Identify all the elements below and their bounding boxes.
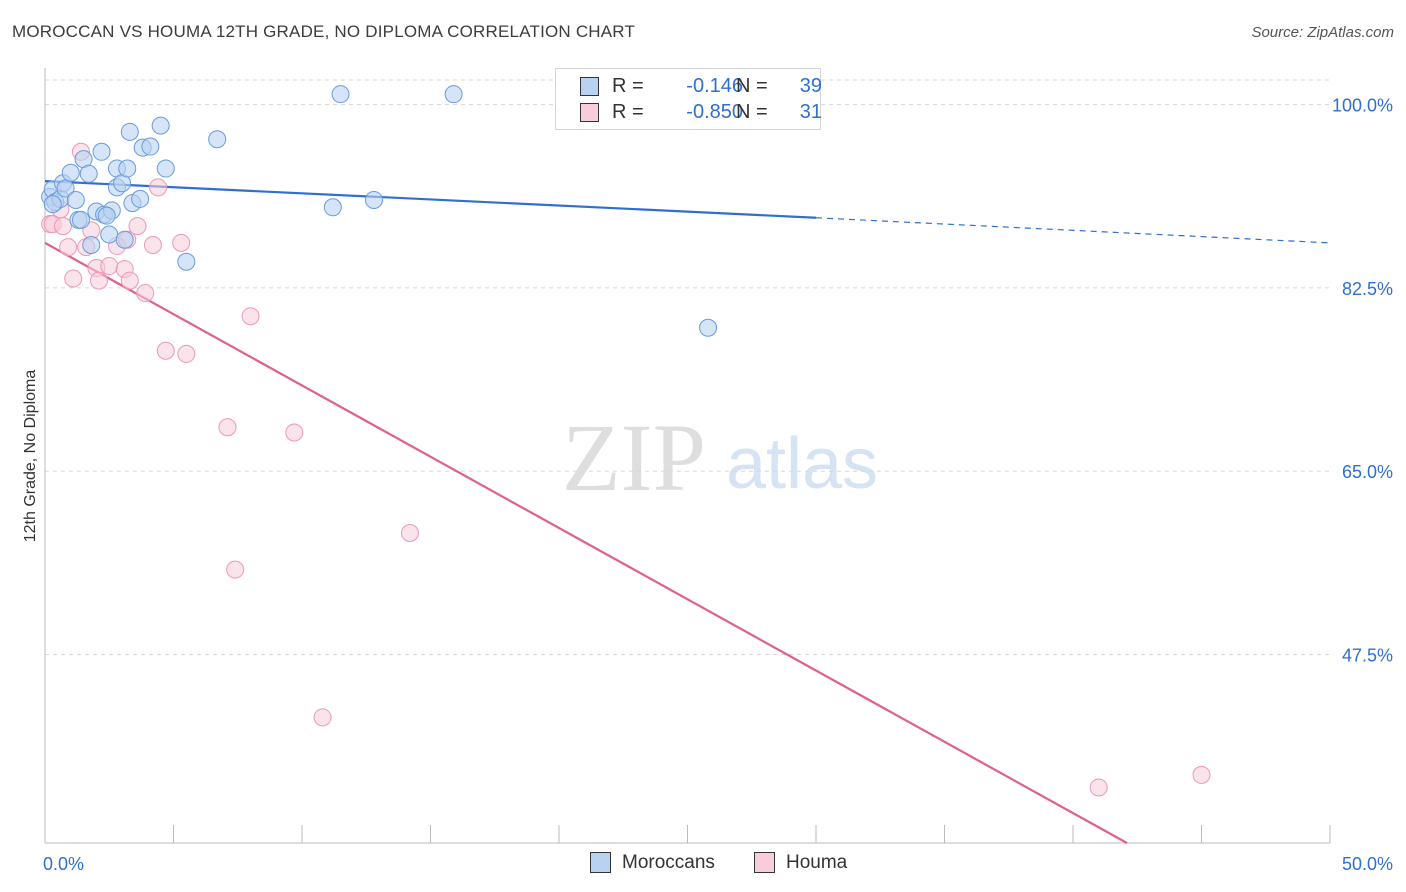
houma-trend-line — [44, 241, 1128, 844]
houma-point — [1192, 765, 1211, 784]
houma-legend-label: Houma — [786, 852, 848, 873]
chart-source: Source: ZipAtlas.com — [1251, 24, 1394, 41]
legend-n-label: N = — [736, 101, 768, 123]
moroccans-swatch — [580, 77, 599, 96]
watermark-atlas: atlas — [726, 424, 878, 504]
houma-point — [53, 217, 72, 236]
moroccans-point — [97, 206, 116, 225]
moroccans-legend-swatch — [590, 852, 611, 873]
legend-r-label: R = — [612, 75, 644, 97]
houma-point — [89, 271, 108, 290]
moroccans-point — [131, 189, 150, 208]
houma-point — [143, 235, 162, 254]
y-tick-label: 100.0% — [1332, 96, 1393, 116]
moroccans-trend-line — [44, 180, 817, 219]
moroccans-point — [92, 142, 111, 161]
moroccans-point — [100, 225, 119, 244]
x-tick-label: 0.0% — [43, 854, 84, 874]
moroccans-point — [331, 85, 350, 104]
houma-point — [128, 217, 147, 236]
moroccans-point — [323, 198, 342, 217]
houma-r-value: -0.850 — [686, 101, 743, 123]
legend-n-label: N = — [736, 75, 768, 97]
houma-point — [241, 307, 260, 326]
houma-swatch — [580, 103, 599, 122]
correlation-legend: R = -0.146 N = 39 R = -0.850 N = 31 — [555, 68, 822, 130]
houma-point — [156, 341, 175, 360]
moroccans-point — [118, 159, 137, 178]
moroccans-point — [151, 116, 170, 135]
y-axis-label: 12th Grade, No Diploma — [22, 369, 39, 543]
houma-point — [136, 284, 155, 303]
moroccans-point — [82, 235, 101, 254]
houma-n-value: 31 — [799, 101, 822, 123]
houma-point — [59, 238, 78, 257]
houma-point — [226, 560, 245, 579]
houma-point — [313, 708, 332, 727]
chart-title: MOROCCAN VS HOUMA 12TH GRADE, NO DIPLOMA… — [12, 22, 636, 41]
houma-point — [120, 271, 139, 290]
moroccans-legend-label: Moroccans — [622, 852, 715, 873]
y-tick-label: 82.5% — [1342, 279, 1393, 299]
houma-point — [64, 269, 83, 288]
houma-point — [172, 233, 191, 252]
houma-point — [400, 524, 419, 542]
moroccans-point — [177, 252, 196, 271]
moroccans-r-value: -0.146 — [686, 75, 743, 97]
y-tick-label: 47.5% — [1342, 645, 1393, 665]
moroccans-point — [120, 122, 139, 141]
moroccans-point — [61, 163, 80, 182]
houma-legend-swatch — [754, 852, 775, 873]
houma-point — [218, 418, 237, 437]
houma-point — [177, 344, 196, 363]
houma-point — [1089, 778, 1108, 797]
moroccans-point — [156, 159, 175, 178]
moroccans-point — [66, 190, 85, 209]
houma-point — [285, 423, 304, 442]
x-tick-label: 50.0% — [1342, 854, 1393, 874]
y-tick-label: 65.0% — [1342, 462, 1393, 482]
watermark-zip: ZIP — [562, 404, 706, 511]
legend-r-label: R = — [612, 101, 644, 123]
moroccans-point — [364, 190, 383, 209]
moroccans-point — [699, 318, 718, 337]
moroccans-point — [141, 137, 160, 156]
moroccans-point — [115, 230, 134, 249]
moroccans-point — [208, 130, 227, 149]
houma-point — [149, 178, 168, 197]
moroccans-point — [79, 164, 98, 183]
moroccans-point — [43, 195, 62, 214]
moroccans-trend-extension — [815, 217, 1331, 244]
moroccans-point — [444, 85, 463, 104]
moroccans-point — [71, 210, 90, 229]
moroccans-n-value: 39 — [799, 75, 822, 97]
houma-point — [100, 256, 119, 275]
